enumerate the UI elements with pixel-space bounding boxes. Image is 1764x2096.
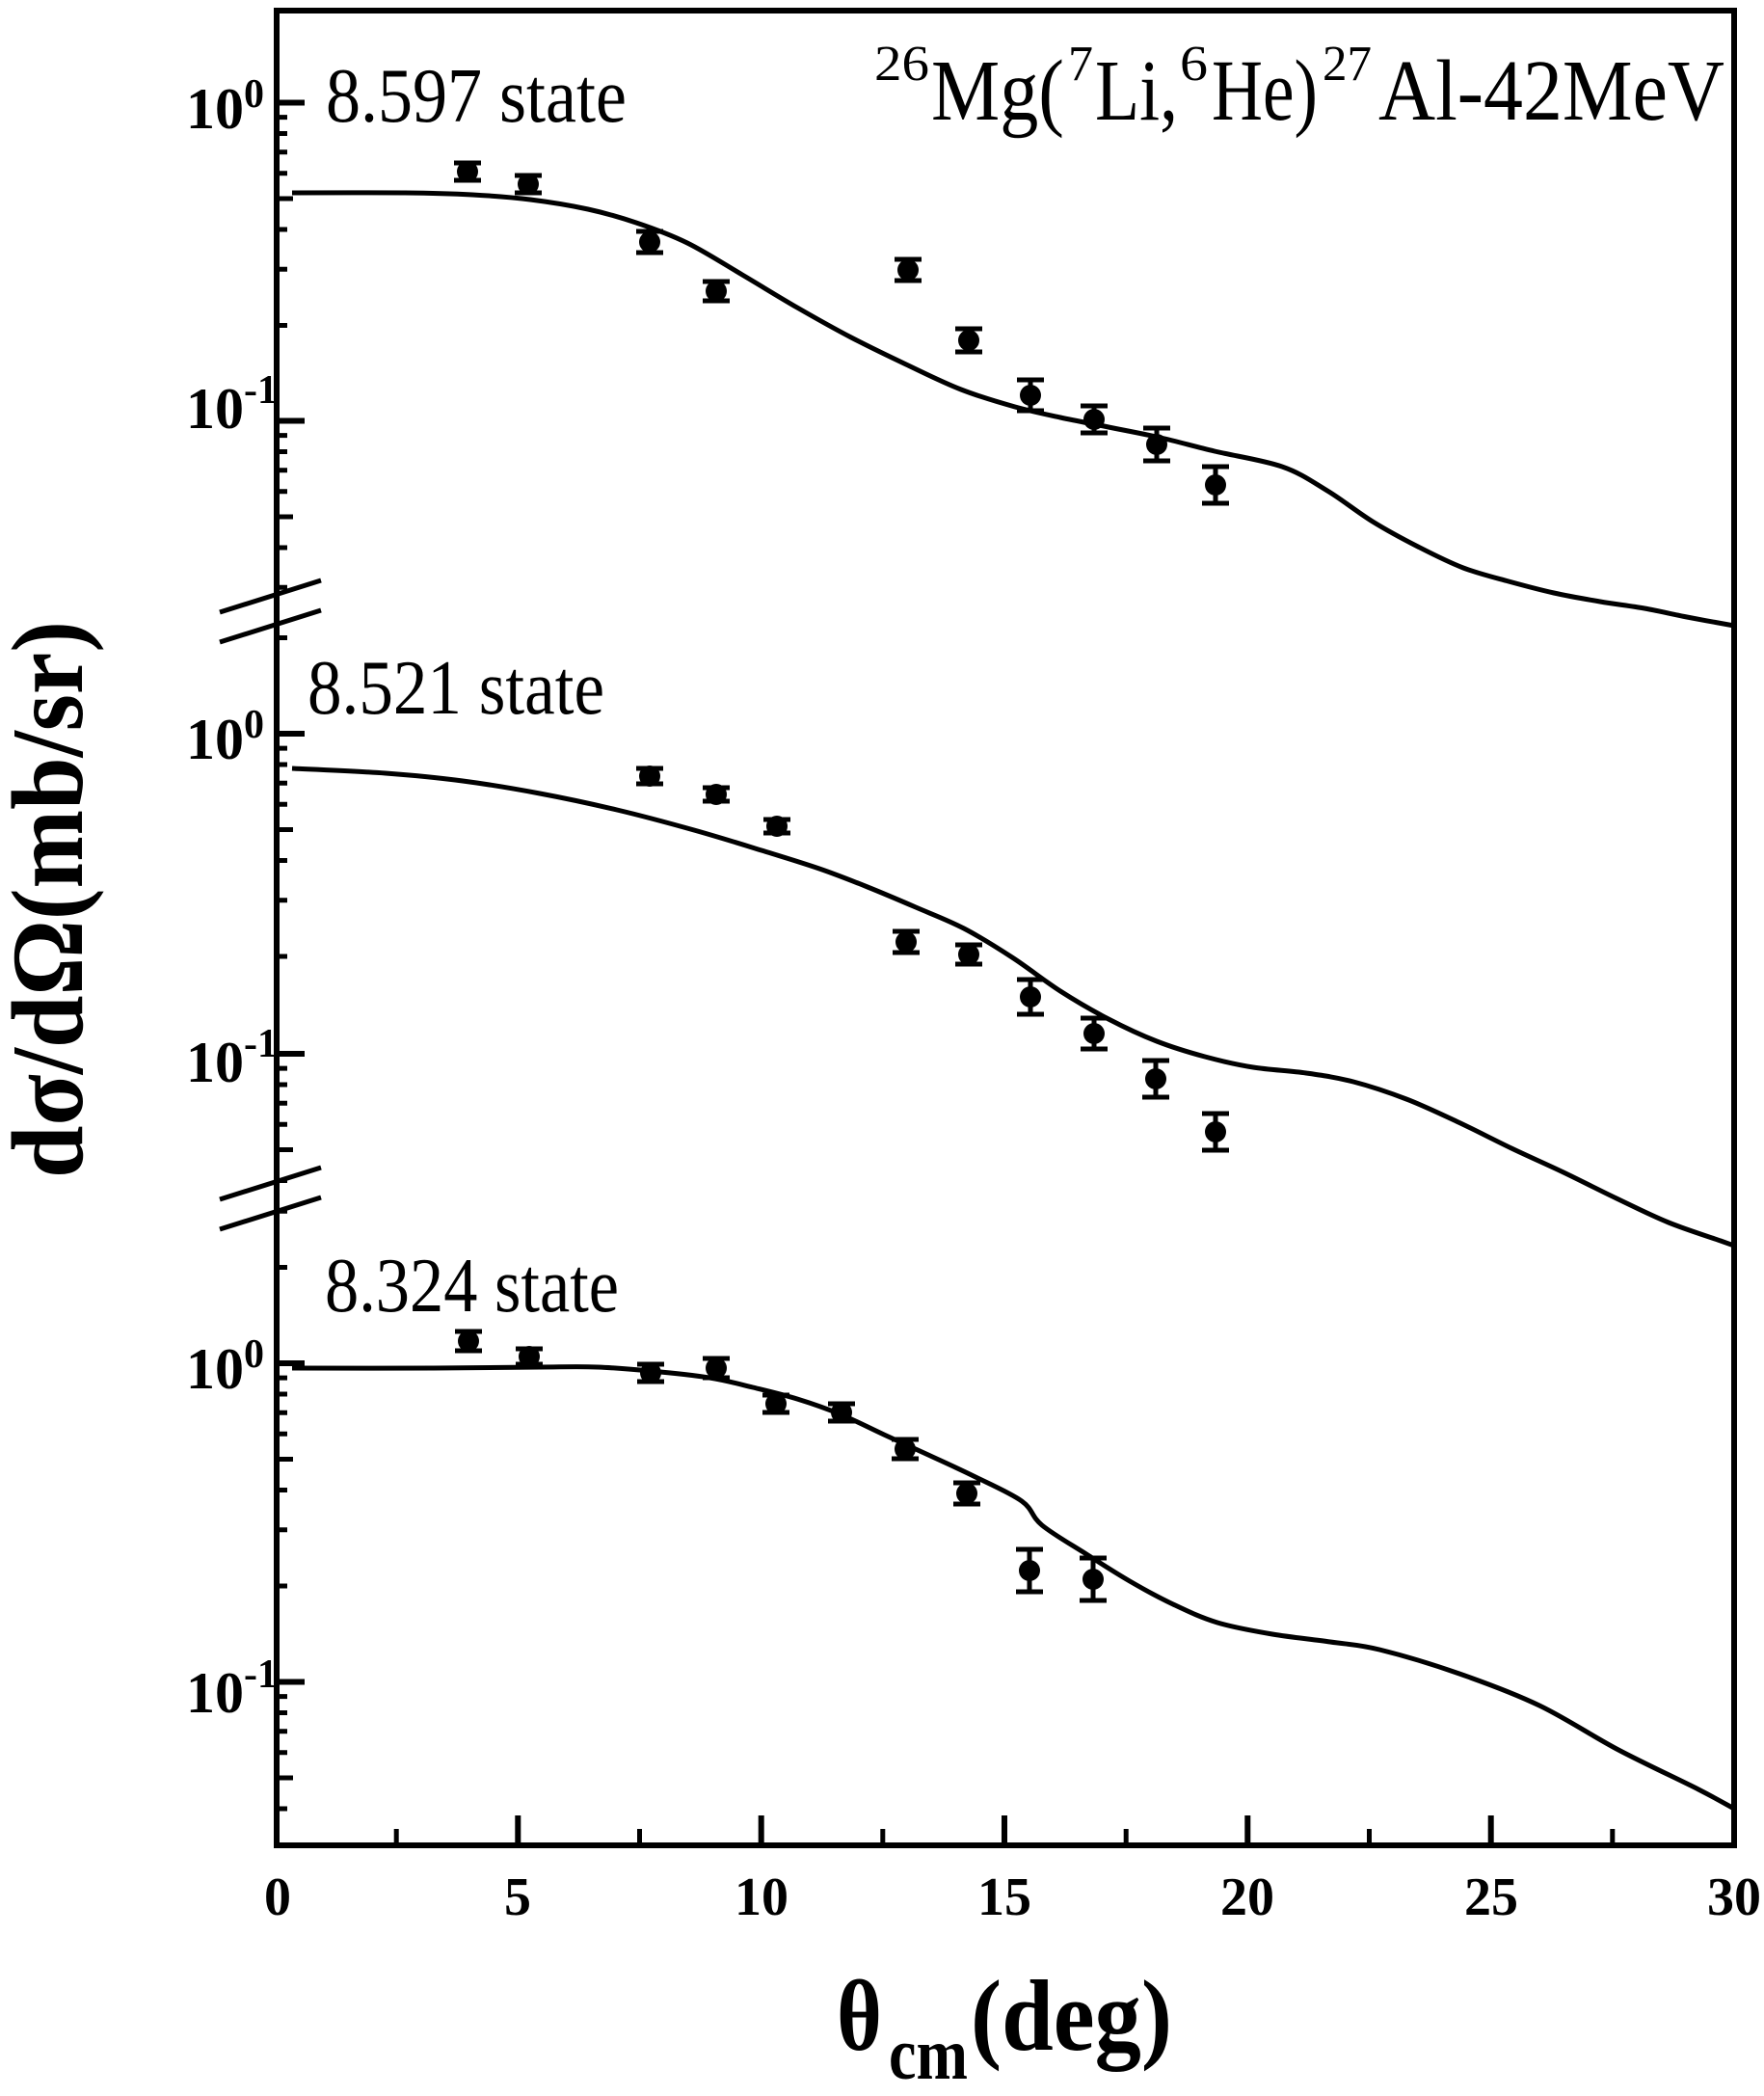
svg-text:15: 15 xyxy=(977,1868,1031,1927)
svg-text:10: 10 xyxy=(735,1868,788,1927)
svg-text:26: 26 xyxy=(874,37,929,92)
svg-text:8.521 state: 8.521 state xyxy=(307,646,604,731)
svg-text:20: 20 xyxy=(1220,1868,1274,1927)
svg-text:30: 30 xyxy=(1707,1868,1761,1927)
svg-text:100: 100 xyxy=(186,72,264,141)
svg-text:Mg(: Mg( xyxy=(931,43,1064,139)
svg-text:6: 6 xyxy=(1180,37,1208,92)
svg-text:He): He) xyxy=(1212,43,1318,139)
svg-text:5: 5 xyxy=(504,1868,531,1927)
svg-text:10-1: 10-1 xyxy=(186,1022,278,1094)
svg-text:cm: cm xyxy=(889,2014,968,2091)
svg-text:7: 7 xyxy=(1068,37,1093,92)
svg-text:25: 25 xyxy=(1464,1868,1518,1927)
svg-text:8.324 state: 8.324 state xyxy=(325,1244,619,1329)
svg-text:dσ/dΩ(mb/sr): dσ/dΩ(mb/sr) xyxy=(0,621,104,1178)
svg-text:(deg): (deg) xyxy=(971,1959,1172,2072)
svg-text:27: 27 xyxy=(1323,37,1372,92)
svg-text:Al-42MeV: Al-42MeV xyxy=(1378,43,1724,139)
svg-text:θ: θ xyxy=(837,1959,882,2072)
svg-text:0: 0 xyxy=(264,1868,291,1927)
svg-text:8.597 state: 8.597 state xyxy=(326,54,627,139)
svg-text:Li,: Li, xyxy=(1095,43,1178,139)
